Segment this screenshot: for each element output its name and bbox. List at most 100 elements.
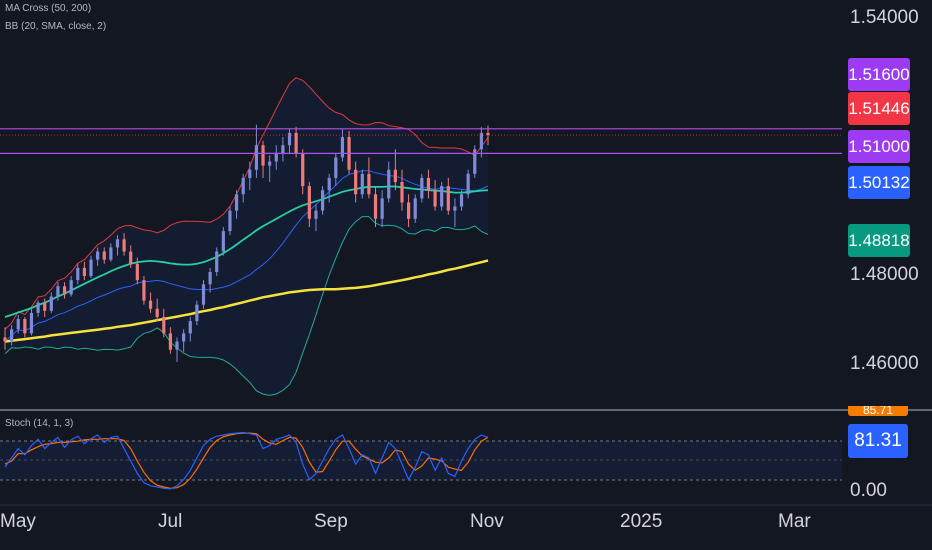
candle-up bbox=[453, 206, 457, 211]
candle-down bbox=[301, 153, 305, 187]
hline-upper-price-label: 1.51600 bbox=[848, 58, 910, 91]
bollinger-legend[interactable]: BB (20, SMA, close, 2) bbox=[5, 21, 107, 32]
candle-up bbox=[440, 186, 444, 207]
time-tick-mar: Mar bbox=[778, 511, 811, 532]
candle-up bbox=[215, 251, 219, 272]
stoch-d-value-label: 85.71 bbox=[848, 406, 908, 416]
candle-up bbox=[459, 194, 464, 207]
candle-up bbox=[466, 173, 470, 195]
candle-down bbox=[82, 267, 86, 277]
candle-up bbox=[380, 198, 384, 219]
stoch-tick-zero: 0.00 bbox=[850, 480, 887, 501]
candle-down bbox=[122, 239, 126, 252]
candle-down bbox=[367, 173, 371, 195]
candle-up bbox=[360, 173, 364, 195]
candle-down bbox=[129, 251, 133, 264]
time-tick-nov: Nov bbox=[470, 511, 504, 532]
candle-down bbox=[446, 186, 450, 211]
hline-lower-price-label: 1.51000 bbox=[848, 130, 910, 163]
candle-up bbox=[314, 210, 318, 219]
candle-up bbox=[413, 198, 417, 219]
candles-group bbox=[3, 124, 490, 362]
candle-up bbox=[109, 247, 113, 260]
candle-up bbox=[254, 145, 259, 170]
candle-down bbox=[393, 169, 397, 183]
candle-down bbox=[155, 308, 159, 317]
last-price-label: 1.51446 bbox=[848, 92, 910, 125]
candle-down bbox=[102, 251, 106, 260]
candle-up bbox=[287, 132, 292, 146]
candle-up bbox=[320, 190, 325, 211]
price-tick-148000: 1.48000 bbox=[850, 264, 919, 285]
candle-up bbox=[76, 267, 80, 281]
candle-up bbox=[228, 210, 232, 232]
candle-up bbox=[89, 259, 93, 277]
candle-down bbox=[433, 190, 437, 207]
time-tick-may: May bbox=[0, 511, 36, 532]
candle-up bbox=[387, 169, 391, 199]
candle-up bbox=[274, 153, 278, 162]
candle-up bbox=[182, 333, 186, 342]
candle-up bbox=[56, 286, 60, 297]
candle-up bbox=[327, 177, 331, 191]
candle-up bbox=[268, 161, 272, 166]
candle-down bbox=[261, 145, 265, 166]
ma-cross-legend[interactable]: MA Cross (50, 200) bbox=[5, 3, 92, 14]
candle-up bbox=[195, 304, 199, 322]
candle-down bbox=[407, 202, 411, 219]
candle-up bbox=[96, 251, 100, 260]
candle-up bbox=[340, 137, 345, 158]
candle-up bbox=[281, 145, 285, 154]
candle-down bbox=[426, 177, 431, 191]
candle-down bbox=[23, 319, 27, 334]
candle-down bbox=[62, 286, 67, 295]
candle-down bbox=[3, 337, 7, 342]
candle-up bbox=[234, 194, 239, 211]
stoch-k-line bbox=[4, 431, 489, 490]
candle-up bbox=[115, 239, 120, 248]
candle-down bbox=[354, 169, 358, 195]
candle-up bbox=[201, 284, 206, 305]
candle-up bbox=[473, 149, 477, 174]
candle-down bbox=[400, 182, 404, 203]
candle-down bbox=[168, 333, 173, 350]
bollinger-basis-line bbox=[4, 170, 489, 342]
candle-up bbox=[248, 169, 252, 178]
time-tick-jul: Jul bbox=[158, 511, 183, 532]
ma50-price-label: 1.48818 bbox=[848, 224, 910, 257]
candle-down bbox=[43, 302, 47, 311]
candle-up bbox=[420, 177, 424, 199]
candle-down bbox=[373, 194, 378, 219]
price-tick-146000: 1.46000 bbox=[850, 353, 919, 374]
candle-down bbox=[142, 280, 146, 301]
candle-up bbox=[334, 157, 338, 178]
candle-up bbox=[69, 280, 73, 295]
candle-down bbox=[135, 263, 139, 281]
price-tick-154000: 1.54000 bbox=[850, 7, 919, 28]
candle-up bbox=[10, 329, 14, 342]
candle-up bbox=[49, 296, 53, 311]
candle-up bbox=[36, 302, 40, 313]
candle-up bbox=[188, 321, 192, 334]
time-tick-sep: Sep bbox=[314, 511, 348, 532]
candle-up bbox=[208, 271, 212, 285]
candle-up bbox=[479, 132, 483, 150]
candle-down bbox=[294, 132, 298, 154]
stoch-k-value-label: 81.31 bbox=[848, 424, 908, 458]
stoch-legend[interactable]: Stoch (14, 1, 3) bbox=[5, 418, 74, 429]
candle-up bbox=[16, 319, 20, 330]
candle-down bbox=[486, 132, 490, 135]
candle-up bbox=[175, 341, 179, 350]
bollinger-lower-line bbox=[4, 216, 489, 396]
ma50-line bbox=[4, 185, 489, 318]
candle-up bbox=[241, 177, 245, 195]
time-tick-2025: 2025 bbox=[620, 511, 663, 532]
bb-basis-price-label: 1.50132 bbox=[848, 166, 910, 199]
candle-down bbox=[307, 186, 311, 219]
candle-up bbox=[221, 231, 225, 252]
candle-down bbox=[162, 316, 166, 334]
ma200-line bbox=[4, 259, 489, 343]
candle-up bbox=[29, 312, 34, 334]
